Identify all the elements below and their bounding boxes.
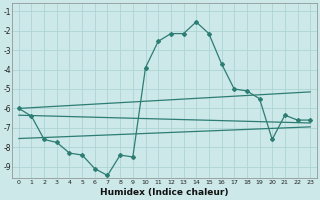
X-axis label: Humidex (Indice chaleur): Humidex (Indice chaleur) <box>100 188 229 197</box>
